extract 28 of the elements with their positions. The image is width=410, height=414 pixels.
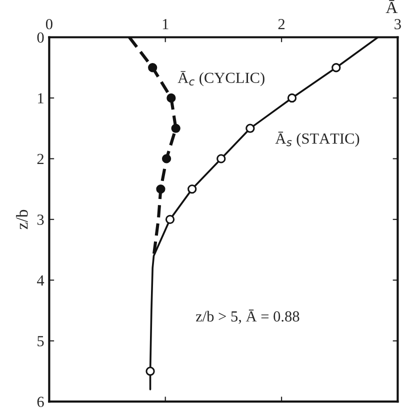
point bbox=[188, 184, 197, 194]
point bbox=[332, 63, 341, 72]
x-tick-label: 1 bbox=[162, 19, 168, 30]
x-tick-label: 3 bbox=[394, 19, 401, 30]
y-tick-label: 4 bbox=[37, 275, 44, 286]
x-tick-label: 0 bbox=[46, 18, 52, 30]
y-tick-label: 1 bbox=[38, 93, 44, 104]
point bbox=[156, 184, 166, 194]
annotation: z/b > 5, Ā = 0.88 bbox=[196, 310, 300, 324]
x-axis-title: Ā bbox=[386, 0, 398, 13]
point bbox=[148, 63, 158, 72]
y-tick-label: 0 bbox=[37, 32, 44, 43]
point bbox=[166, 93, 176, 103]
point bbox=[246, 124, 255, 133]
series-label: Ā$_{c}$ (CYCLIC) bbox=[178, 71, 264, 86]
point bbox=[171, 124, 180, 133]
y-tick-label: 2 bbox=[37, 154, 44, 164]
y-tick-label: 3 bbox=[37, 214, 44, 225]
y-axis-title: z/b bbox=[16, 210, 28, 230]
point bbox=[287, 93, 297, 103]
series-label: Ā$_{s}$ (STATIC) bbox=[275, 132, 360, 147]
point bbox=[162, 154, 172, 164]
y-tick-label: 6 bbox=[37, 396, 44, 408]
x-tick-label: 2 bbox=[278, 19, 285, 30]
y-tick-label: 5 bbox=[38, 336, 44, 346]
point bbox=[146, 366, 155, 376]
point bbox=[165, 214, 175, 224]
point bbox=[216, 154, 226, 164]
